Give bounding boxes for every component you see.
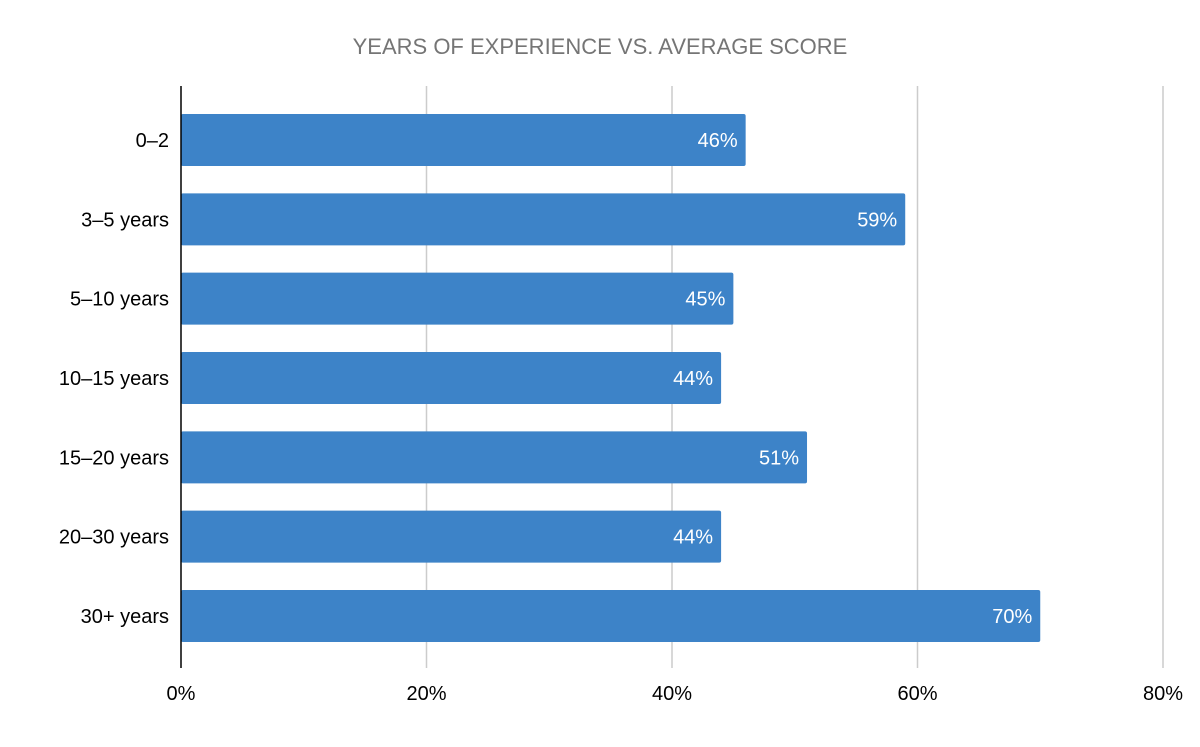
data-label: 59% xyxy=(857,209,897,231)
x-tick-labels: 0% 20% 40% 60% 80% xyxy=(167,683,1184,705)
x-tick-label: 20% xyxy=(406,683,446,705)
data-label: 46% xyxy=(698,130,738,152)
bar xyxy=(181,351,722,404)
category-label: 20–30 years xyxy=(59,527,169,549)
category-label: 30+ years xyxy=(81,606,169,628)
data-label: 51% xyxy=(759,447,799,469)
data-label: 70% xyxy=(992,606,1032,628)
bar xyxy=(181,589,1041,642)
category-label: 3–5 years xyxy=(81,209,169,231)
category-labels: 0–2 3–5 years 5–10 years 10–15 years 15–20 y… xyxy=(59,130,169,628)
bar xyxy=(181,431,808,484)
category-label: 10–15 years xyxy=(59,368,169,390)
x-tick-label: 80% xyxy=(1143,683,1183,705)
data-label: 44% xyxy=(673,527,713,549)
data-label: 44% xyxy=(673,368,713,390)
bar xyxy=(181,193,906,246)
bars xyxy=(181,114,1041,642)
bar xyxy=(181,272,734,325)
x-tick-label: 40% xyxy=(652,683,692,705)
category-label: 5–10 years xyxy=(70,289,169,311)
bar xyxy=(181,510,722,563)
data-labels: 46% 59% 45% 44% 51% 44% 70% xyxy=(673,130,1032,628)
category-label: 0–2 xyxy=(136,130,169,152)
category-label: 15–20 years xyxy=(59,447,169,469)
data-label: 45% xyxy=(685,289,725,311)
x-tick-label: 60% xyxy=(897,683,937,705)
x-tick-label: 0% xyxy=(167,683,196,705)
chart-title: YEARS OF EXPERIENCE VS. AVERAGE SCORE xyxy=(353,34,848,59)
bar xyxy=(181,114,746,166)
